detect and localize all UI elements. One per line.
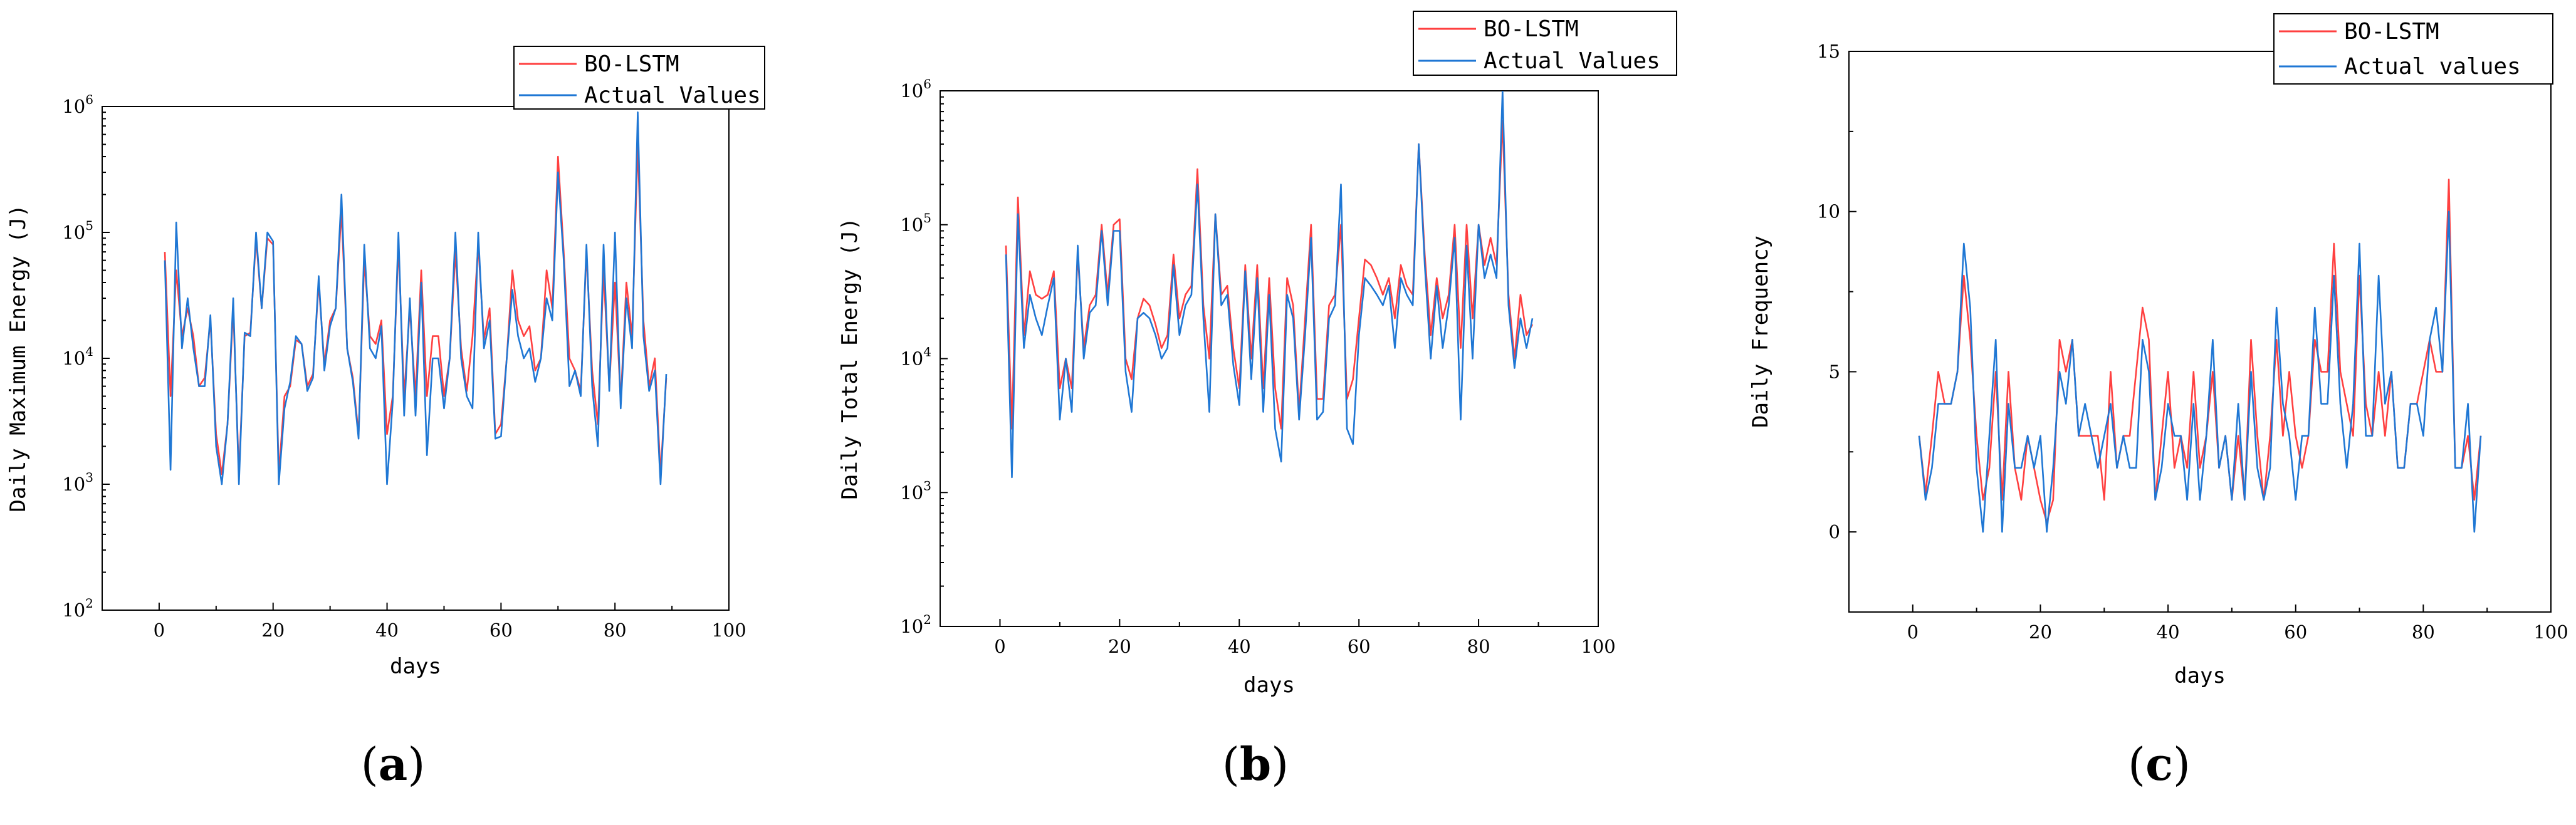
- y-tick-label: 106: [900, 76, 931, 101]
- y-tick-exponent: 4: [923, 345, 931, 360]
- y-tick-base: 5: [1829, 361, 1840, 382]
- y-tick-exponent: 3: [85, 470, 93, 485]
- legend-label: Actual values: [2344, 54, 2521, 80]
- series-line-actual: [1918, 210, 2482, 533]
- y-tick-exponent: 4: [85, 344, 93, 359]
- y-tick-exponent: 2: [85, 596, 93, 611]
- y-tick-base: 10: [1817, 201, 1840, 222]
- y-tick-label: 102: [62, 596, 93, 621]
- x-tick-label: 60: [2284, 621, 2307, 643]
- y-tick-label: 105: [900, 210, 931, 236]
- y-tick-base: 10: [62, 222, 85, 243]
- x-tick-label: 40: [2157, 621, 2180, 643]
- y-tick-label: 102: [900, 612, 931, 637]
- panel-letter: a: [379, 737, 408, 791]
- legend-box: [513, 46, 765, 110]
- y-tick-label: 15: [1817, 41, 1840, 62]
- y-tick-base: 10: [900, 214, 923, 236]
- y-tick-exponent: 6: [923, 76, 931, 91]
- y-tick-base: 15: [1817, 41, 1840, 62]
- y-tick-label: 104: [900, 345, 931, 370]
- y-tick-exponent: 5: [923, 210, 931, 226]
- y-tick-base: 10: [900, 616, 923, 637]
- y-tick-label: 103: [900, 478, 931, 503]
- y-tick-exponent: 2: [923, 612, 931, 627]
- y-tick-label: 5: [1829, 361, 1840, 382]
- y-axis-label: Daily Total Energy (J): [837, 217, 862, 499]
- x-tick-label: 20: [1108, 636, 1131, 657]
- x-tick-label: 20: [2029, 621, 2052, 643]
- x-tick-label: 100: [2533, 621, 2568, 643]
- x-tick-label: 80: [2412, 621, 2435, 643]
- y-tick-label: 0: [1829, 521, 1840, 542]
- y-tick-base: 0: [1829, 521, 1840, 542]
- panel-b: 0 20 40 60 80 100102103104105106BO-LSTMActual…: [837, 11, 1677, 791]
- x-axis-label: days: [390, 654, 441, 679]
- legend-label: BO-LSTM: [584, 51, 679, 77]
- legend-label: BO-LSTM: [2344, 19, 2439, 44]
- x-tick-label: 80: [604, 620, 627, 641]
- x-tick-label: 0: [994, 636, 1005, 657]
- legend-box: [1413, 11, 1677, 76]
- legend: BO-LSTM Actual Values: [513, 46, 765, 110]
- y-tick-label: 106: [62, 92, 93, 117]
- legend: BO-LSTM Actual values: [2273, 13, 2553, 85]
- y-tick-label: 104: [62, 344, 93, 369]
- y-tick-exponent: 3: [923, 478, 931, 493]
- x-axis-label: days: [1243, 673, 1295, 698]
- x-tick-label: 60: [490, 620, 513, 641]
- panel-label: (c): [2128, 737, 2191, 791]
- series-line-bo-lstm: [164, 143, 668, 475]
- x-tick-label: 0: [1907, 621, 1919, 643]
- y-tick-label: 103: [62, 470, 93, 495]
- y-tick-base: 10: [62, 348, 85, 369]
- x-tick-label: 40: [1228, 636, 1251, 657]
- y-tick-exponent: 5: [85, 218, 93, 233]
- legend: BO-LSTM Actual Values: [1413, 11, 1677, 76]
- legend-label: BO-LSTM: [1484, 16, 1579, 42]
- panel-c: 0 20 40 60 80 100 0 5 10 15 BO-LSTM Actual values da…: [1748, 13, 2568, 791]
- x-tick-label: 0: [154, 620, 165, 641]
- series-line-actual: [1005, 91, 1534, 479]
- x-tick-label: 80: [1467, 636, 1490, 657]
- series-line-actual: [164, 111, 668, 485]
- x-axis-label: days: [2174, 663, 2226, 688]
- series-line-bo-lstm: [1918, 179, 2482, 524]
- y-tick-exponent: 6: [85, 92, 93, 107]
- plot-area-frame: [1848, 51, 2552, 613]
- panel-a: 0 20 40 60 80 100102103104105106BO-LSTMActual…: [6, 46, 765, 791]
- y-tick-label: 10: [1817, 201, 1840, 222]
- y-tick-base: 10: [900, 482, 923, 503]
- y-tick-base: 10: [62, 474, 85, 495]
- y-tick-base: 10: [900, 348, 923, 370]
- panel-label: (b): [1222, 737, 1289, 791]
- y-axis-label: Daily Frequency: [1748, 236, 1773, 428]
- x-tick-label: 20: [261, 620, 285, 641]
- panel-letter: c: [2145, 737, 2173, 791]
- x-tick-label: 60: [1348, 636, 1371, 657]
- legend-label: Actual Values: [1484, 48, 1660, 74]
- x-tick-label: 100: [1581, 636, 1615, 657]
- panel-label: (a): [361, 737, 426, 791]
- legend-label: Actual Values: [584, 83, 761, 108]
- y-tick-label: 105: [62, 218, 93, 243]
- x-tick-label: 100: [711, 620, 746, 641]
- y-tick-base: 10: [62, 599, 85, 621]
- y-axis-label: Daily Maximum Energy (J): [6, 204, 31, 512]
- y-tick-base: 10: [62, 96, 85, 117]
- panel-letter: b: [1240, 737, 1271, 791]
- series-line-bo-lstm: [1005, 120, 1534, 430]
- legend-box: [2273, 13, 2553, 85]
- x-tick-label: 40: [375, 620, 399, 641]
- y-tick-base: 10: [900, 80, 923, 101]
